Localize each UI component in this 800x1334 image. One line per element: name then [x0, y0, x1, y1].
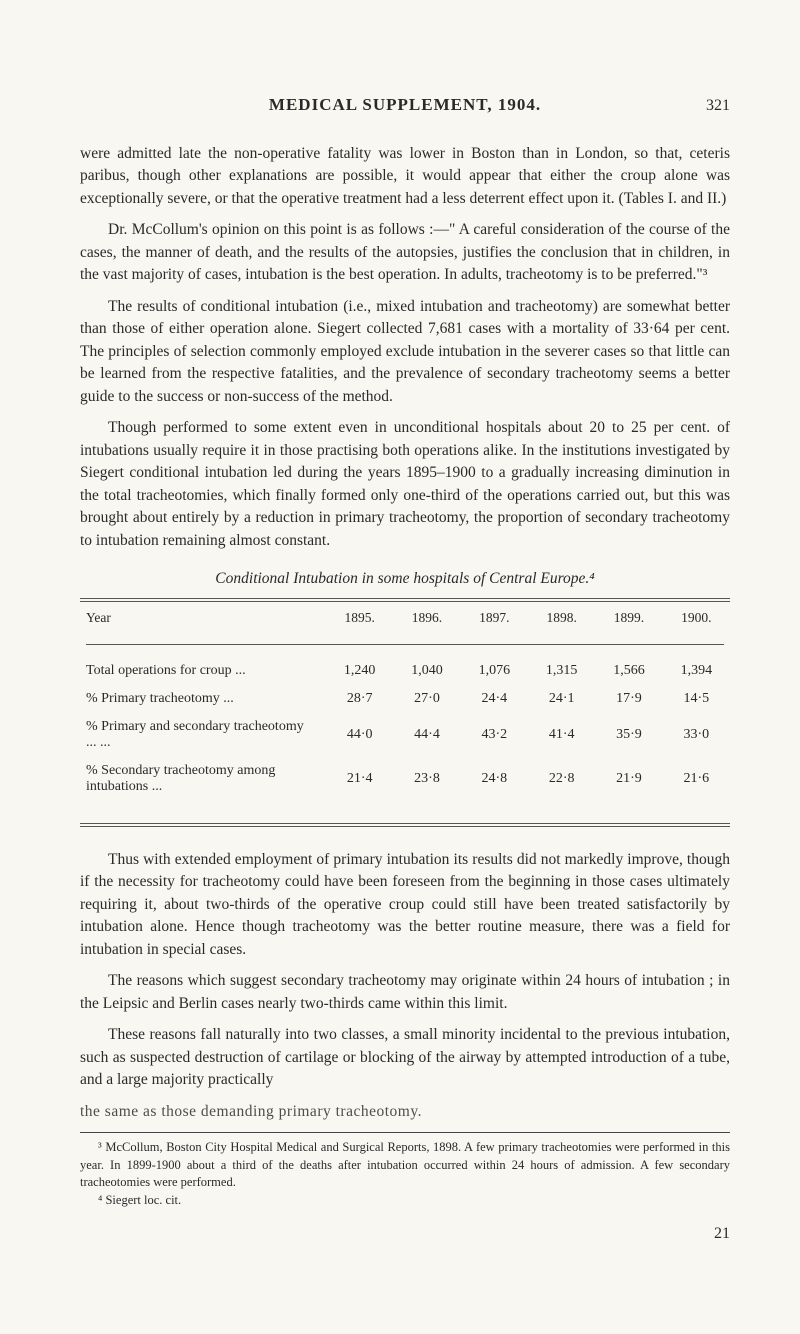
col-1899: 1899. — [595, 604, 662, 632]
table-caption: Conditional Intubation in some hospitals… — [80, 570, 730, 588]
page-number-top: 321 — [680, 97, 730, 115]
cell: 1,315 — [528, 657, 595, 685]
col-1895: 1895. — [326, 604, 393, 632]
cell: 21·9 — [595, 757, 662, 801]
row-label: % Primary tracheotomy ... — [80, 685, 326, 713]
page-number-bottom: 21 — [80, 1225, 730, 1243]
data-table: Year 1895. 1896. 1897. 1898. 1899. 1900.… — [80, 604, 730, 801]
paragraph-1: were admitted late the non-operative fat… — [80, 143, 730, 210]
cell: 1,240 — [326, 657, 393, 685]
cell: 41·4 — [528, 713, 595, 757]
footnote-3: ³ McCollum, Boston City Hospital Medical… — [80, 1139, 730, 1192]
table-frame: Year 1895. 1896. 1897. 1898. 1899. 1900.… — [80, 598, 730, 827]
cell: 1,566 — [595, 657, 662, 685]
cell: 24·8 — [461, 757, 528, 801]
paragraph-6: The reasons which suggest secondary trac… — [80, 970, 730, 1015]
col-1900: 1900. — [663, 604, 730, 632]
cell: 43·2 — [461, 713, 528, 757]
paragraph-7: These reasons fall naturally into two cl… — [80, 1024, 730, 1091]
col-1898: 1898. — [528, 604, 595, 632]
cell: 24·1 — [528, 685, 595, 713]
footnote-rule — [80, 1132, 730, 1133]
table-row: Total operations for croup ... 1,240 1,0… — [80, 657, 730, 685]
cell: 44·4 — [393, 713, 460, 757]
cell: 22·8 — [528, 757, 595, 801]
cell: 21·4 — [326, 757, 393, 801]
paragraph-2: Dr. McCollum's opinion on this point is … — [80, 219, 730, 286]
cell: 1,394 — [663, 657, 730, 685]
table-row: % Secondary tracheotomy among intubation… — [80, 757, 730, 801]
cell: 44·0 — [326, 713, 393, 757]
cell: 1,076 — [461, 657, 528, 685]
table-row: % Primary and secondary tracheotomy ... … — [80, 713, 730, 757]
cell: 24·4 — [461, 685, 528, 713]
paragraph-5: Thus with extended employment of primary… — [80, 849, 730, 961]
cell: 28·7 — [326, 685, 393, 713]
cell: 23·8 — [393, 757, 460, 801]
page-title: MEDICAL SUPPLEMENT, 1904. — [130, 95, 680, 115]
col-year: Year — [80, 604, 326, 632]
cell: 35·9 — [595, 713, 662, 757]
row-label: Total operations for croup ... — [80, 657, 326, 685]
row-label: % Primary and secondary tracheotomy ... … — [80, 713, 326, 757]
col-1897: 1897. — [461, 604, 528, 632]
paragraph-3: The results of conditional intubation (i… — [80, 296, 730, 408]
garbled-line: the same as those demanding primary trac… — [80, 1101, 730, 1123]
running-head: MEDICAL SUPPLEMENT, 1904. 321 — [80, 95, 730, 115]
cell: 27·0 — [393, 685, 460, 713]
page: MEDICAL SUPPLEMENT, 1904. 321 were admit… — [0, 0, 800, 1334]
paragraph-4: Though performed to some extent even in … — [80, 417, 730, 552]
col-1896: 1896. — [393, 604, 460, 632]
cell: 17·9 — [595, 685, 662, 713]
row-label: % Secondary tracheotomy among intubation… — [80, 757, 326, 801]
table-header-row: Year 1895. 1896. 1897. 1898. 1899. 1900. — [80, 604, 730, 632]
cell: 1,040 — [393, 657, 460, 685]
cell: 33·0 — [663, 713, 730, 757]
table-row: % Primary tracheotomy ... 28·7 27·0 24·4… — [80, 685, 730, 713]
cell: 14·5 — [663, 685, 730, 713]
footnote-4: ⁴ Siegert loc. cit. — [80, 1192, 730, 1210]
cell: 21·6 — [663, 757, 730, 801]
